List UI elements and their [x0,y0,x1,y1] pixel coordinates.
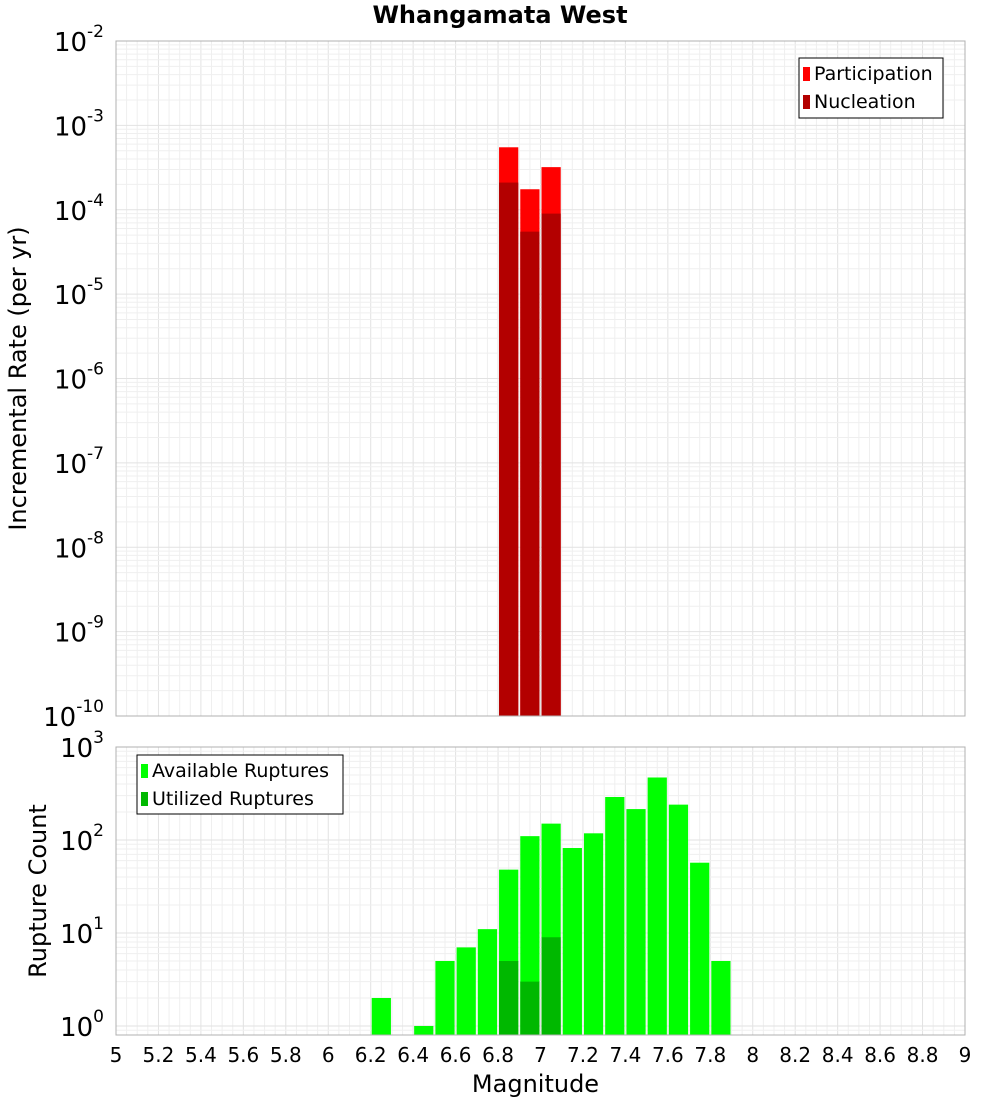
legend-swatch [803,67,810,81]
bar-nucleation [499,182,519,716]
bar-available-ruptures [690,862,710,1035]
bar-available-ruptures [456,947,476,1035]
legend-box [798,57,944,119]
legend-entry: Available Ruptures [152,760,329,782]
plot-border [115,40,966,717]
bar-available-ruptures [477,929,498,1035]
bar-nucleation [541,213,561,717]
y-tick-label: 10-5 [54,275,104,311]
y-axis-label: Incremental Rate (per yr) [4,226,32,530]
bar-available-ruptures [605,796,625,1035]
x-tick-label: 7.2 [567,1043,599,1067]
legend-entry: Participation [814,63,933,85]
x-tick-label: 6.2 [355,1043,387,1067]
y-axis-label: Rupture Count [24,804,52,978]
legend-swatch [141,792,148,806]
x-tick-label: 5.6 [227,1043,259,1067]
bar-available-ruptures [583,833,604,1035]
x-tick-label: 6.6 [440,1043,472,1067]
x-tick-label: 7.6 [652,1043,684,1067]
chart-title: Whangamata West [372,1,627,29]
x-axis-label: Magnitude [472,1070,599,1098]
x-tick-label: 8.8 [907,1043,939,1067]
x-tick-label: 5.8 [270,1043,302,1067]
x-tick-label: 8.6 [864,1043,896,1067]
bar-available-ruptures [371,997,391,1035]
y-tick-label: 100 [60,1007,104,1043]
x-tick-label: 5.2 [143,1043,175,1067]
top-panel-rate-plot: 10-10 10-9 10-8 10-7 10-6 10-5 10-4 10-3 10-2 Inc… [4,22,966,733]
bar-available-ruptures [668,804,689,1035]
legend-swatch [141,764,148,778]
x-tick-label: 7.4 [609,1043,641,1067]
y-tick-label: 10-3 [54,106,104,142]
bar-available-ruptures [711,960,731,1035]
bar-available-ruptures [647,777,667,1035]
y-tick-label: 10-6 [54,360,104,396]
y-tick-label: 102 [60,821,104,857]
x-tick-label: 5.4 [185,1043,217,1067]
bar-nucleation [520,231,540,716]
legend-entry: Utilized Ruptures [152,788,314,810]
x-tick-label: 8.2 [779,1043,811,1067]
x-tick-label: 6.8 [482,1043,514,1067]
legend-entry: Nucleation [814,91,916,113]
bar-utilized-ruptures [520,981,540,1035]
x-tick-label: 5 [110,1043,123,1067]
x-tick-label: 9 [959,1043,972,1067]
y-tick-label: 10-4 [54,191,104,227]
x-tick-label: 7.8 [694,1043,726,1067]
bar-available-ruptures [562,848,582,1035]
bar-utilized-ruptures [541,937,561,1035]
x-tick-label: 6.4 [397,1043,429,1067]
y-tick-label: 10-7 [54,444,104,480]
legend-swatch [803,95,810,109]
y-tick-label: 101 [60,914,104,950]
bar-available-ruptures [414,1025,434,1035]
x-tick-label: 6 [322,1043,335,1067]
y-tick-label: 10-2 [54,22,104,58]
legend-box [136,754,344,815]
bar-utilized-ruptures [499,960,519,1035]
bar-available-ruptures [435,960,455,1035]
y-tick-label: 10-9 [54,613,104,649]
y-tick-label: 10-10 [43,697,104,733]
x-tick-label: 7 [534,1043,547,1067]
bar-available-ruptures [626,809,646,1035]
plot-border [115,746,966,1036]
y-tick-label: 10-8 [54,528,104,564]
y-tick-label: 103 [60,728,104,764]
x-tick-label: 8 [746,1043,759,1067]
x-tick-label: 8.4 [822,1043,854,1067]
